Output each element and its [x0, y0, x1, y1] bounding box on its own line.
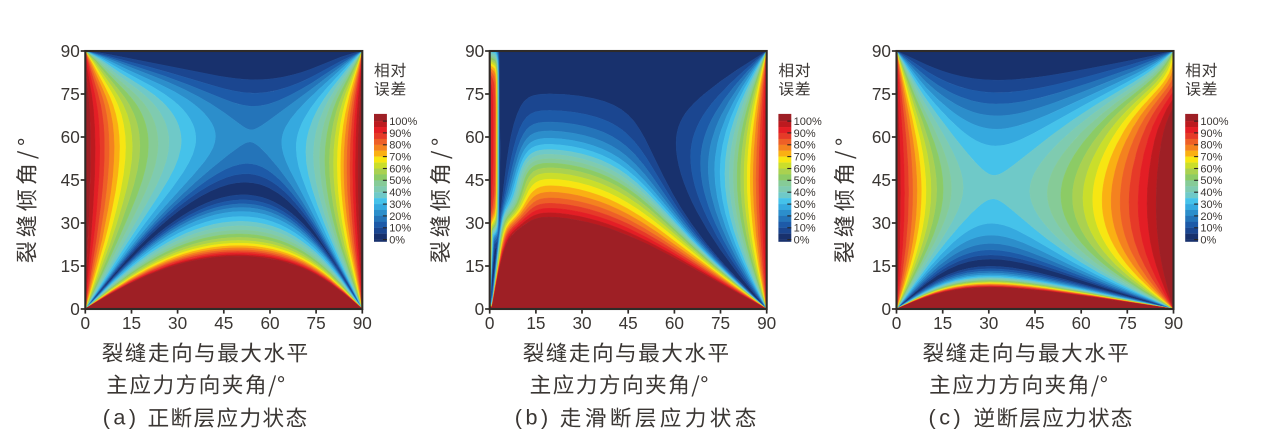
svg-text:45: 45 [872, 170, 891, 190]
svg-text:100%: 100% [794, 116, 822, 128]
svg-text:(b): (b) [515, 405, 552, 430]
svg-text:0%: 0% [1200, 235, 1216, 247]
svg-text:0: 0 [81, 313, 91, 333]
svg-text:75: 75 [711, 313, 730, 333]
svg-text:40%: 40% [1200, 187, 1222, 199]
svg-text:(c): (c) [929, 405, 965, 430]
svg-text:60: 60 [872, 127, 891, 147]
svg-text:45: 45 [1025, 313, 1044, 333]
svg-text:30: 30 [572, 313, 591, 333]
svg-text:80%: 80% [389, 140, 411, 152]
svg-text:20%: 20% [794, 211, 816, 223]
svg-text:10%: 10% [389, 223, 411, 235]
svg-text:75: 75 [307, 313, 326, 333]
svg-text:60: 60 [1072, 313, 1091, 333]
svg-text:45: 45 [619, 313, 638, 333]
svg-text:10%: 10% [794, 223, 816, 235]
svg-text:0: 0 [881, 299, 891, 319]
svg-text:75: 75 [61, 84, 80, 104]
svg-text:80%: 80% [794, 140, 816, 152]
svg-text:70%: 70% [389, 152, 411, 164]
svg-text:0: 0 [485, 313, 495, 333]
svg-text:100%: 100% [1200, 116, 1228, 128]
svg-text:45: 45 [214, 313, 233, 333]
svg-text:90: 90 [872, 41, 891, 61]
svg-text:60%: 60% [389, 163, 411, 175]
svg-text:0: 0 [70, 299, 80, 319]
svg-text:75: 75 [872, 84, 891, 104]
svg-text:60: 60 [61, 127, 80, 147]
svg-text:90: 90 [757, 313, 776, 333]
svg-text:75: 75 [1118, 313, 1137, 333]
svg-text:15: 15 [122, 313, 141, 333]
svg-text:40%: 40% [389, 187, 411, 199]
svg-text:50%: 50% [794, 175, 816, 187]
svg-text:30%: 30% [794, 199, 816, 211]
svg-text:45: 45 [465, 170, 484, 190]
svg-text:60: 60 [465, 127, 484, 147]
svg-text:30%: 30% [1200, 199, 1222, 211]
svg-text:70%: 70% [794, 152, 816, 164]
svg-text:80%: 80% [1200, 140, 1222, 152]
svg-text:30%: 30% [389, 199, 411, 211]
svg-text:20%: 20% [389, 211, 411, 223]
svg-text:10%: 10% [1200, 223, 1222, 235]
svg-text:30: 30 [465, 213, 484, 233]
svg-text:15: 15 [933, 313, 952, 333]
svg-text:90%: 90% [794, 128, 816, 140]
svg-text:100%: 100% [389, 116, 417, 128]
svg-text:15: 15 [526, 313, 545, 333]
svg-text:60%: 60% [1200, 163, 1222, 175]
svg-text:90%: 90% [389, 128, 411, 140]
svg-text:90%: 90% [1200, 128, 1222, 140]
svg-text:60: 60 [665, 313, 684, 333]
svg-text:70%: 70% [1200, 152, 1222, 164]
svg-text:50%: 50% [1200, 175, 1222, 187]
svg-text:90: 90 [465, 41, 484, 61]
svg-text:75: 75 [465, 84, 484, 104]
svg-text:0: 0 [892, 313, 902, 333]
svg-text:0%: 0% [794, 235, 810, 247]
svg-text:0%: 0% [389, 235, 405, 247]
svg-text:15: 15 [872, 256, 891, 276]
svg-text:90: 90 [61, 41, 80, 61]
svg-text:90: 90 [1164, 313, 1183, 333]
svg-text:90: 90 [353, 313, 372, 333]
svg-text:(a): (a) [103, 405, 140, 430]
svg-text:30: 30 [979, 313, 998, 333]
svg-text:15: 15 [61, 256, 80, 276]
svg-text:40%: 40% [794, 187, 816, 199]
svg-text:60%: 60% [794, 163, 816, 175]
svg-text:30: 30 [872, 213, 891, 233]
svg-text:60: 60 [260, 313, 279, 333]
svg-text:30: 30 [168, 313, 187, 333]
svg-text:15: 15 [465, 256, 484, 276]
svg-text:50%: 50% [389, 175, 411, 187]
svg-text:20%: 20% [1200, 211, 1222, 223]
svg-text:0: 0 [475, 299, 485, 319]
svg-text:30: 30 [61, 213, 80, 233]
svg-text:45: 45 [61, 170, 80, 190]
